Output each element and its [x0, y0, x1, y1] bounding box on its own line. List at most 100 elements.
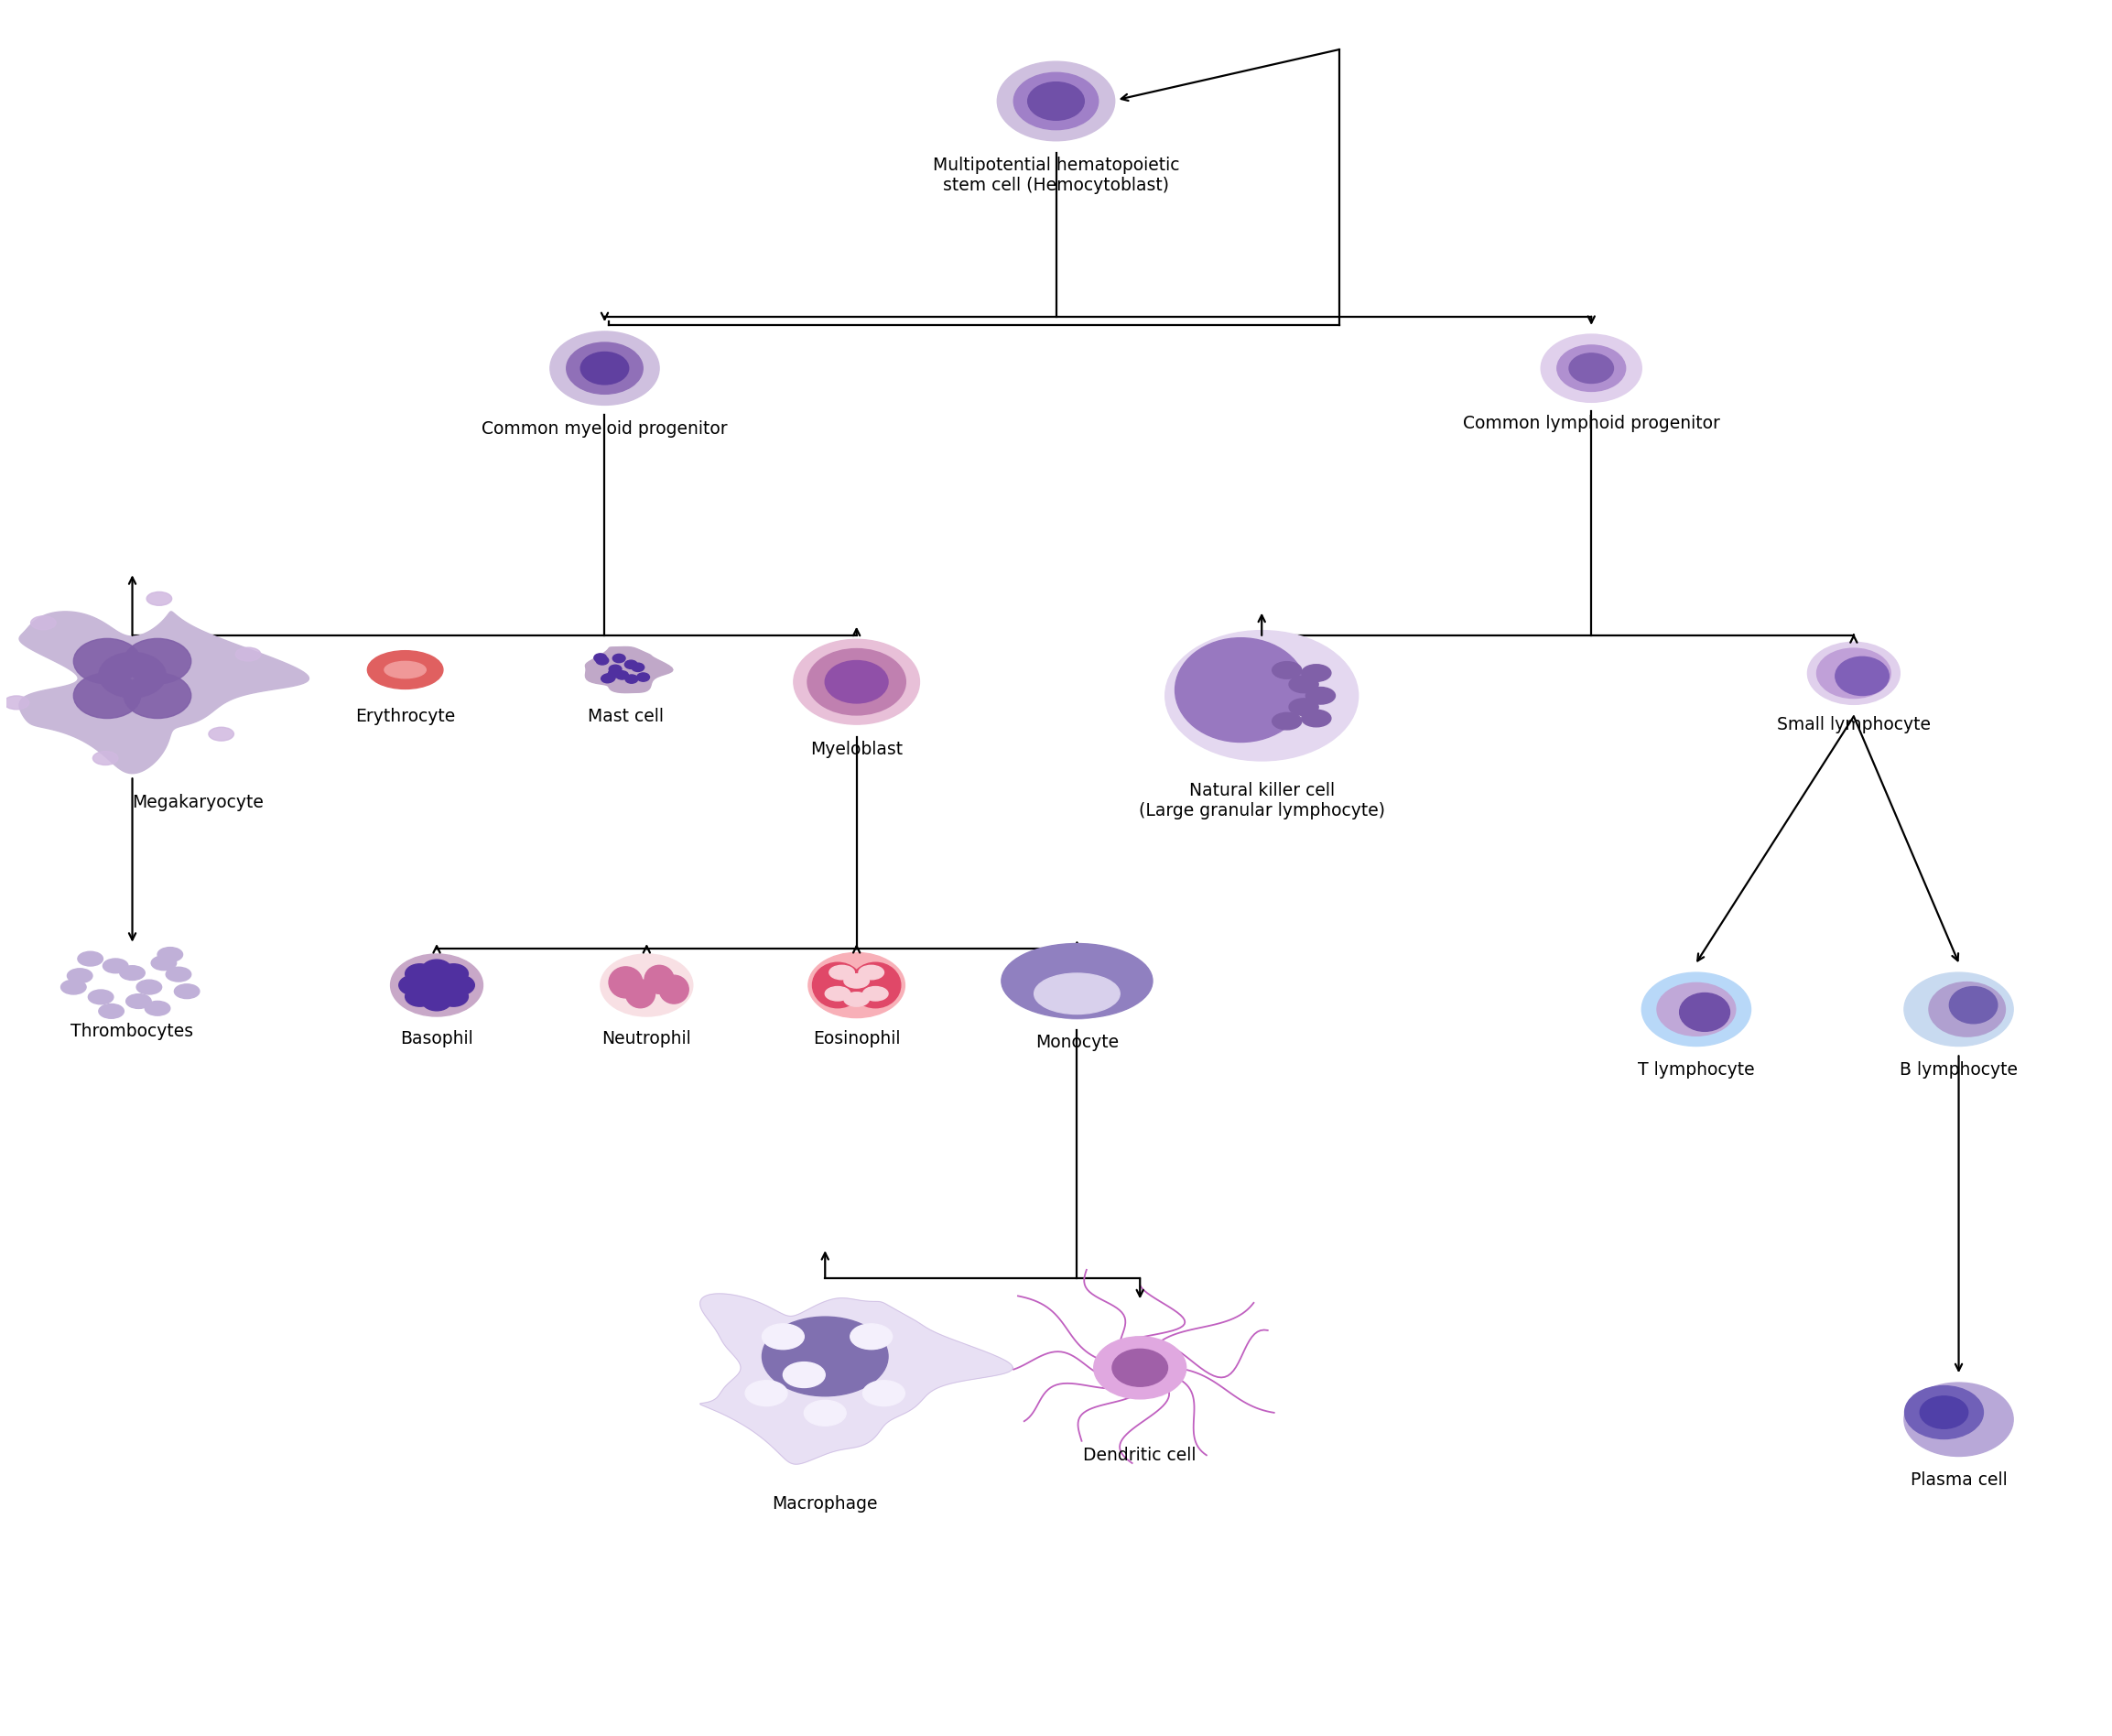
Ellipse shape [1305, 687, 1335, 705]
Ellipse shape [89, 990, 114, 1003]
Ellipse shape [367, 651, 444, 689]
Ellipse shape [807, 649, 906, 715]
Ellipse shape [99, 1003, 125, 1019]
Text: Megakaryocyte: Megakaryocyte [133, 793, 264, 811]
Ellipse shape [845, 993, 870, 1007]
Ellipse shape [1905, 972, 2013, 1047]
Ellipse shape [125, 674, 190, 719]
Text: Eosinophil: Eosinophil [813, 1029, 900, 1047]
Ellipse shape [612, 654, 625, 663]
Text: Erythrocyte: Erythrocyte [355, 708, 456, 726]
Ellipse shape [422, 960, 452, 979]
Ellipse shape [152, 957, 177, 970]
Ellipse shape [68, 969, 93, 983]
Ellipse shape [762, 1318, 887, 1396]
Ellipse shape [103, 958, 129, 974]
Ellipse shape [625, 675, 638, 684]
Ellipse shape [406, 963, 435, 984]
Text: Common myeloid progenitor: Common myeloid progenitor [482, 420, 729, 437]
Ellipse shape [446, 976, 475, 995]
Ellipse shape [625, 660, 638, 668]
Ellipse shape [596, 656, 608, 665]
Ellipse shape [1557, 345, 1626, 391]
Ellipse shape [406, 986, 435, 1007]
Ellipse shape [93, 752, 118, 766]
Text: Natural killer cell
(Large granular lymphocyte): Natural killer cell (Large granular lymp… [1138, 781, 1385, 819]
Ellipse shape [644, 965, 674, 993]
Ellipse shape [1271, 661, 1301, 679]
Ellipse shape [412, 970, 441, 990]
Ellipse shape [439, 963, 469, 984]
Ellipse shape [412, 981, 441, 1000]
Ellipse shape [762, 1325, 805, 1349]
Text: Neutrophil: Neutrophil [602, 1029, 691, 1047]
Ellipse shape [384, 661, 427, 679]
Text: Thrombocytes: Thrombocytes [72, 1023, 194, 1040]
Text: Plasma cell: Plasma cell [1909, 1470, 2006, 1488]
Ellipse shape [1001, 944, 1153, 1019]
Ellipse shape [602, 674, 615, 682]
Ellipse shape [1679, 993, 1730, 1031]
Ellipse shape [175, 984, 199, 998]
Ellipse shape [784, 1363, 826, 1387]
Ellipse shape [659, 976, 689, 1003]
Ellipse shape [794, 639, 919, 724]
Ellipse shape [1026, 951, 1128, 1019]
Text: Small lymphocyte: Small lymphocyte [1776, 717, 1930, 734]
Ellipse shape [1816, 648, 1890, 698]
Ellipse shape [433, 970, 463, 990]
Ellipse shape [1271, 713, 1301, 729]
Ellipse shape [581, 352, 629, 384]
Ellipse shape [826, 661, 887, 703]
Ellipse shape [805, 1401, 847, 1425]
Text: B lymphocyte: B lymphocyte [1899, 1061, 2017, 1078]
Polygon shape [19, 611, 308, 774]
Ellipse shape [1920, 1396, 1968, 1429]
Ellipse shape [422, 991, 452, 1010]
Ellipse shape [1905, 1385, 1983, 1439]
Ellipse shape [602, 674, 615, 682]
Ellipse shape [137, 979, 163, 995]
Ellipse shape [146, 592, 171, 606]
Ellipse shape [433, 981, 463, 1000]
Ellipse shape [1166, 630, 1358, 760]
Ellipse shape [1808, 642, 1901, 705]
Ellipse shape [237, 648, 260, 661]
Ellipse shape [127, 995, 152, 1009]
Ellipse shape [864, 986, 887, 1000]
Ellipse shape [826, 986, 851, 1000]
Ellipse shape [608, 668, 621, 677]
Ellipse shape [608, 665, 621, 674]
Text: Monocyte: Monocyte [1035, 1033, 1119, 1050]
Ellipse shape [1569, 354, 1614, 384]
Polygon shape [699, 1293, 1014, 1463]
Ellipse shape [61, 979, 87, 995]
Ellipse shape [549, 332, 659, 404]
Ellipse shape [864, 1380, 904, 1406]
Ellipse shape [391, 955, 484, 1016]
Ellipse shape [746, 1380, 788, 1406]
Ellipse shape [167, 967, 190, 981]
Ellipse shape [1288, 675, 1318, 693]
Ellipse shape [1029, 82, 1083, 120]
Text: Myeloblast: Myeloblast [811, 741, 902, 759]
Ellipse shape [1094, 1337, 1187, 1399]
Ellipse shape [209, 727, 234, 741]
Ellipse shape [566, 342, 642, 394]
Text: Mast cell: Mast cell [587, 708, 663, 726]
Ellipse shape [997, 61, 1115, 141]
Ellipse shape [638, 674, 650, 682]
Ellipse shape [1905, 1382, 2013, 1457]
Polygon shape [585, 648, 674, 693]
Ellipse shape [74, 639, 142, 684]
Ellipse shape [422, 976, 452, 995]
Text: Common lymphoid progenitor: Common lymphoid progenitor [1464, 415, 1719, 432]
Ellipse shape [120, 965, 146, 981]
Ellipse shape [439, 986, 469, 1007]
Ellipse shape [4, 696, 30, 710]
Ellipse shape [1542, 335, 1641, 403]
Ellipse shape [813, 962, 864, 1009]
Ellipse shape [74, 674, 142, 719]
Text: Multipotential hematopoietic
stem cell (Hemocytoblast): Multipotential hematopoietic stem cell (… [934, 156, 1178, 194]
Ellipse shape [1658, 983, 1736, 1036]
